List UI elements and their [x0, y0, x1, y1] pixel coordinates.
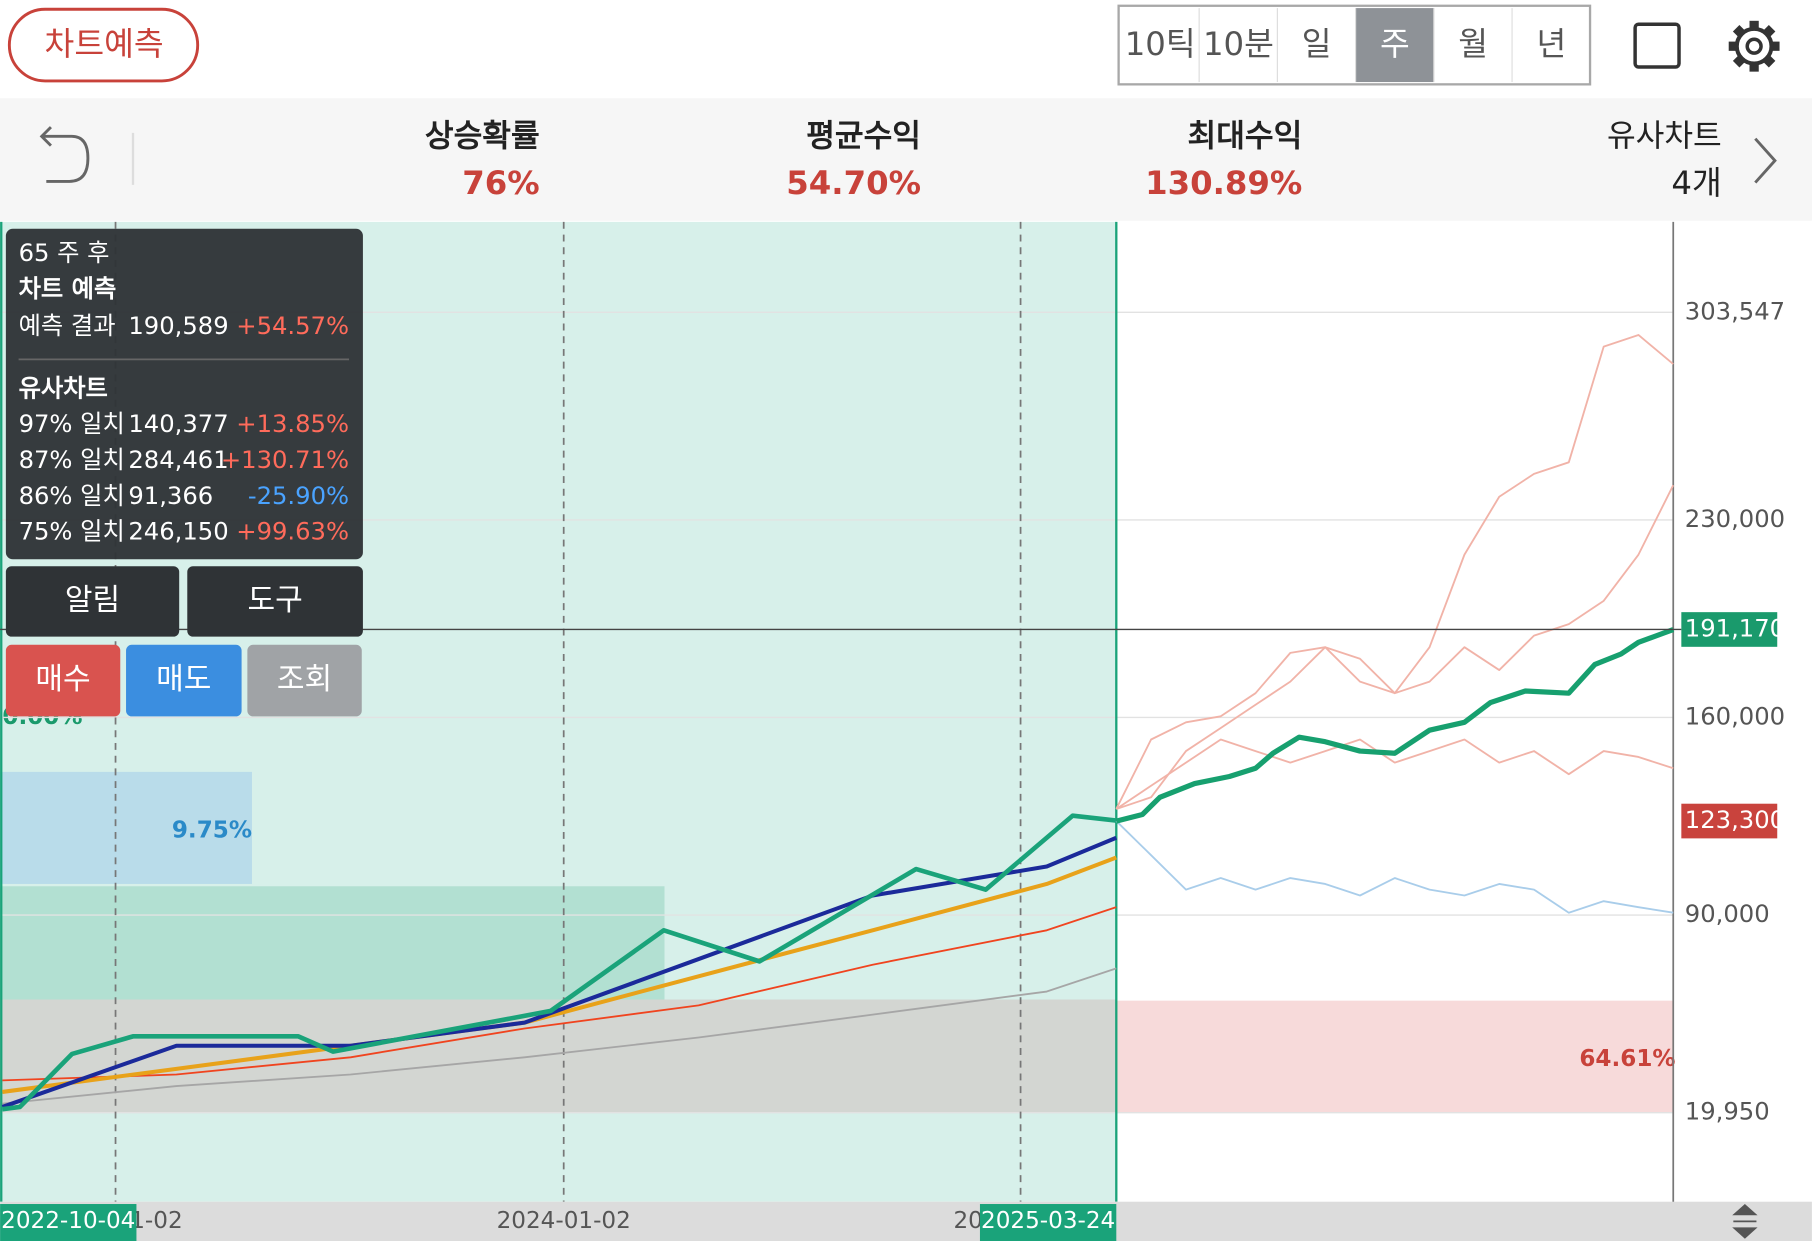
zone-label: 64.61% [1579, 1046, 1675, 1072]
series-line [2, 813, 1117, 1112]
tooltip-panel [5, 228, 363, 560]
similar-price: 91,366 [128, 481, 213, 510]
action-button-label[interactable]: 조회 [277, 662, 332, 697]
settings-icon[interactable] [1728, 20, 1780, 72]
similar-price: 246,150 [128, 517, 228, 546]
period-button[interactable]: 주 [1380, 25, 1410, 63]
forecast-price: 190,589 [128, 311, 228, 340]
scroll-handle[interactable] [1732, 1204, 1758, 1239]
title-pill-text[interactable]: 차트예측 [45, 25, 164, 63]
series-line [1115, 820, 1674, 914]
price-marker [1681, 803, 1778, 839]
date-highlight-label: 2022-10-04 [1, 1208, 135, 1234]
similar-change: +130.71% [221, 445, 349, 474]
action-button[interactable] [126, 644, 242, 717]
similar-change: +99.63% [236, 517, 349, 546]
y-tick-label: 303,547 [1685, 296, 1785, 325]
gear-hole [1745, 37, 1763, 55]
tooltip-horizon: 65 주 후 [19, 238, 110, 267]
gear-tooth [1749, 61, 1759, 72]
series-line [1115, 738, 1674, 810]
back-icon[interactable] [39, 126, 90, 183]
action-button-label[interactable]: 알림 [65, 583, 120, 618]
date-highlight [0, 1204, 137, 1241]
similar-label: 87% 일치 [19, 445, 125, 474]
x-tick-label: 2024-01-02 [497, 1208, 631, 1234]
series-line [2, 906, 1117, 1082]
period-button[interactable]: 일 [1302, 25, 1332, 63]
gear-ring [1734, 26, 1774, 66]
series-line [2, 967, 1117, 1105]
zone-blue [0, 771, 252, 884]
forecast-change: +54.57% [236, 311, 349, 340]
stat-label: 평균수익 [806, 119, 921, 155]
action-button-label[interactable]: 도구 [247, 583, 302, 618]
period-selected [1355, 8, 1435, 83]
period-button[interactable]: 월 [1458, 25, 1488, 63]
series-line [2, 855, 1118, 1094]
action-button-label[interactable]: 매도 [156, 662, 211, 697]
similar-label: 75% 일치 [19, 517, 125, 546]
action-button-label[interactable]: 매수 [35, 662, 90, 697]
similar-price: 284,461 [128, 445, 228, 474]
stat-value: 4개 [1671, 164, 1721, 202]
stat-label: 상승확률 [425, 119, 540, 155]
period-button[interactable]: 10틱 [1125, 25, 1196, 63]
price-marker-label: 191,170 [1685, 613, 1785, 642]
y-tick-label: 90,000 [1685, 899, 1770, 928]
stat-label: 유사차트 [1607, 119, 1722, 155]
y-tick-label: 19,950 [1685, 1097, 1770, 1126]
similar-price: 140,377 [128, 409, 228, 438]
date-highlight-label: 2025-03-24 [981, 1208, 1115, 1234]
series-line [1, 835, 1118, 1109]
stat-label: 최대수익 [1188, 119, 1303, 155]
zone-label: 9.75% [172, 817, 252, 843]
period-button[interactable]: 10분 [1203, 25, 1274, 63]
title-pill[interactable] [7, 7, 200, 83]
action-button[interactable] [5, 566, 180, 637]
price-marker [1681, 612, 1778, 647]
series-line [1115, 627, 1675, 824]
action-button[interactable] [247, 644, 362, 717]
tooltip-title: 차트 예측 [19, 274, 117, 303]
price-marker-label: 123,300 [1685, 805, 1785, 834]
x-axis-bar [0, 1201, 1812, 1241]
series-line [1116, 484, 1675, 810]
stat-value: 76% [462, 164, 539, 202]
date-highlight [979, 1204, 1117, 1241]
similar-label: 97% 일치 [19, 409, 125, 438]
zone-gray [0, 999, 1117, 1113]
zone-green [0, 886, 665, 1000]
similar-change: +13.85% [236, 409, 349, 438]
gear-tooth [1749, 20, 1759, 32]
layout-icon[interactable] [1633, 22, 1681, 69]
action-button[interactable] [187, 566, 363, 637]
period-button[interactable]: 년 [1536, 25, 1566, 63]
tooltip-title: 유사차트 [19, 373, 108, 402]
forecast-label: 예측 결과 [19, 311, 116, 340]
stat-value: 130.89% [1145, 164, 1302, 202]
stats-band [0, 98, 1812, 221]
y-tick-label: 160,000 [1685, 701, 1785, 730]
stat-value: 54.70% [786, 164, 921, 202]
similar-label: 86% 일치 [19, 481, 125, 510]
similar-change: -25.90% [248, 481, 349, 510]
next-icon[interactable] [1754, 137, 1777, 184]
y-tick-label: 230,000 [1685, 504, 1785, 533]
zone-pink [1116, 1000, 1674, 1113]
action-button[interactable] [5, 644, 121, 717]
